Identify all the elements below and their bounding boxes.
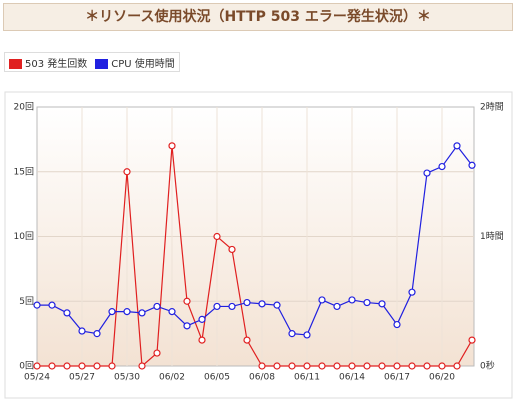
x-tick-label: 06/17	[384, 373, 410, 383]
data-point	[78, 327, 86, 335]
data-point	[123, 168, 131, 176]
data-point	[108, 308, 116, 316]
y-tick-label: 0回	[19, 361, 34, 372]
data-point	[183, 322, 191, 330]
legend-label: 503 発生回数	[25, 58, 88, 70]
x-tick-label: 06/20	[429, 373, 455, 383]
data-point	[363, 362, 371, 370]
data-point	[438, 162, 446, 171]
x-tick-label: 05/27	[69, 373, 95, 383]
y-tick-label: 10回	[14, 231, 34, 242]
data-point	[318, 296, 326, 304]
data-point	[273, 362, 281, 370]
data-point	[33, 301, 41, 309]
data-point	[423, 362, 431, 370]
data-point	[408, 288, 416, 296]
data-point	[228, 245, 236, 254]
data-point	[243, 298, 251, 307]
data-point	[333, 362, 341, 370]
data-point	[438, 362, 446, 370]
data-point	[168, 142, 176, 150]
data-point	[423, 169, 431, 177]
x-tick-label: 06/08	[249, 373, 275, 383]
series-line	[37, 144, 473, 336]
data-point	[303, 331, 311, 339]
data-point	[48, 301, 56, 309]
y-tick-label: 5回	[19, 296, 34, 307]
data-point	[93, 330, 101, 338]
data-point	[363, 298, 371, 307]
data-point	[288, 362, 296, 370]
legend-item: 503 発生回数	[9, 55, 87, 70]
data-point	[453, 362, 461, 370]
data-point	[288, 330, 296, 338]
data-point	[138, 362, 146, 370]
data-point	[93, 362, 101, 370]
x-tick-label: 06/02	[159, 373, 185, 383]
y2-tick-label: 1時間	[480, 231, 504, 242]
y2-tick-label: 0秒	[480, 360, 495, 372]
data-point	[63, 309, 71, 317]
data-point	[258, 300, 266, 308]
data-point	[273, 301, 281, 309]
legend: 503 発生回数 CPU 使用時間	[4, 52, 180, 72]
data-point	[408, 362, 416, 370]
data-point	[378, 362, 386, 370]
legend-item: CPU 使用時間	[95, 55, 175, 70]
data-point	[453, 142, 461, 150]
x-tick-label: 05/24	[24, 373, 50, 383]
y-tick-label: 15回	[14, 166, 34, 177]
data-point	[468, 336, 476, 344]
data-point	[303, 362, 311, 370]
x-tick-label: 06/11	[294, 373, 320, 383]
data-point	[213, 302, 221, 311]
y2-tick-label: 2時間	[480, 102, 504, 113]
data-point	[48, 362, 56, 370]
data-point	[168, 308, 176, 316]
data-point	[348, 296, 356, 304]
x-tick-label: 06/14	[339, 373, 365, 383]
data-point	[213, 232, 221, 241]
legend-swatch	[95, 58, 109, 69]
data-point	[123, 308, 131, 316]
x-tick-label: 06/05	[204, 373, 230, 383]
data-point	[468, 161, 476, 169]
title: ＊リソース使用状況（HTTP 503 エラー発生状況）＊	[3, 3, 513, 31]
data-point	[153, 349, 161, 357]
legend-swatch	[9, 58, 22, 69]
data-point	[393, 320, 401, 329]
data-point	[78, 362, 86, 370]
data-point	[318, 362, 326, 370]
data-point	[138, 309, 146, 317]
data-point	[153, 302, 161, 311]
data-point	[243, 336, 251, 344]
data-point	[108, 362, 116, 370]
data-point	[393, 362, 401, 370]
data-point	[258, 362, 266, 370]
data-point	[348, 362, 356, 370]
data-point	[228, 302, 236, 311]
data-point	[183, 297, 191, 305]
data-point	[33, 362, 41, 370]
data-point	[378, 300, 386, 308]
data-point	[198, 336, 206, 344]
data-point	[63, 362, 71, 370]
data-point	[198, 315, 206, 323]
legend-label: CPU 使用時間	[111, 58, 175, 70]
x-tick-label: 05/30	[114, 373, 140, 383]
data-point	[333, 302, 341, 311]
y-tick-label: 20回	[14, 102, 34, 113]
